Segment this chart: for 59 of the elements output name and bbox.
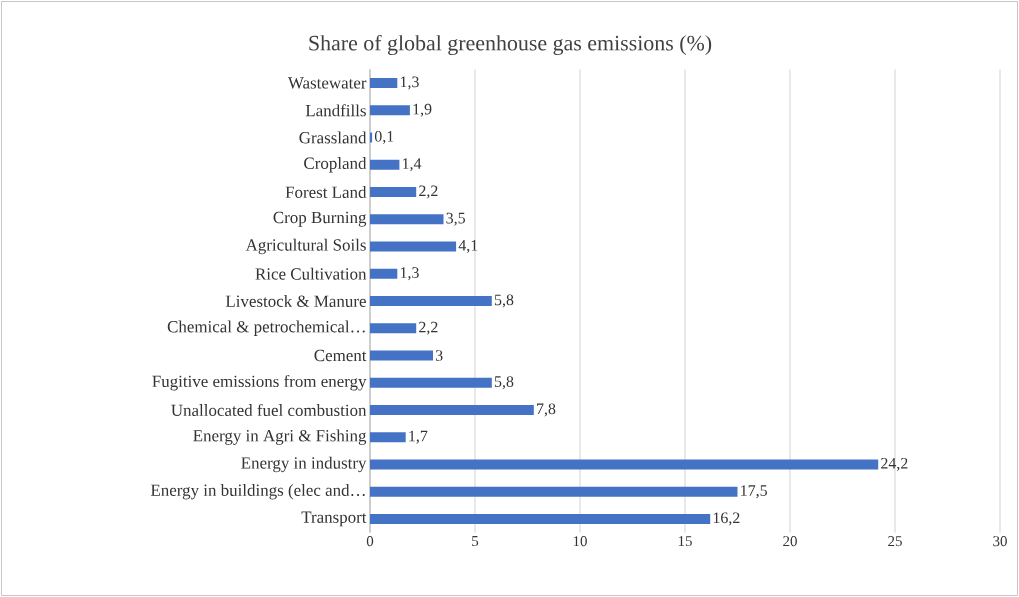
y-tick-label: Cement [314,349,367,362]
bar [370,105,410,116]
x-tick-label: 0 [366,536,374,547]
bar [370,78,398,89]
x-tick-label: 10 [573,536,587,547]
bar [370,295,492,306]
x-tick-label: 25 [888,536,902,547]
data-label: 2,2 [419,321,438,335]
data-label: 1,9 [413,103,432,117]
data-label: 7,8 [537,403,556,417]
y-tick-label: Agricultural Soils [245,238,366,255]
bar [370,377,492,388]
data-label: 2,2 [419,185,438,199]
data-label: 3,5 [446,212,466,226]
data-label: 3 [435,350,443,361]
data-label: 5,8 [494,294,514,308]
x-tick-label: 30 [993,536,1007,547]
chart-title: Share of global greenhouse gas emissions (%) [309,34,712,56]
bar [370,323,417,334]
data-label: 1,4 [403,158,422,172]
data-label: 1,7 [409,430,428,444]
y-tick-label: Cropland [304,157,367,173]
bar [370,459,879,470]
bar [370,132,373,143]
bar [370,214,444,225]
y-tick-label: Livestock & Manure [225,295,366,307]
data-label: 24,2 [881,457,908,471]
bar [370,513,711,524]
y-tick-label: Fugitive emissions from energy [152,374,367,391]
bar [370,432,406,443]
data-label: 16,2 [713,512,740,526]
data-label: 0,1 [374,130,394,145]
y-tick-label: Wastewater [287,77,367,89]
bar [370,486,738,497]
x-tick-label: 20 [783,536,797,547]
bar [370,187,417,197]
data-label: 1,3 [400,76,419,90]
y-tick-label: Energy in industry [241,456,367,473]
bar [370,404,534,415]
y-tick-label: Energy in buildings (elec and… [150,484,365,500]
y-tick-label: Forest Land [285,186,367,198]
y-tick-label: Landfills [305,104,366,117]
data-label: 17,5 [741,485,767,499]
y-tick-label: Rice Cultivation [255,267,367,280]
bar [370,159,400,170]
y-tick-label: Chemical & petrochemical… [167,320,365,336]
y-tick-label: Crop Burning [273,211,367,227]
data-label: 5,8 [494,376,514,390]
data-label: 4,1 [458,240,478,253]
bar [370,268,398,279]
bar [370,350,434,361]
x-tick-label: 15 [678,536,692,547]
data-label: 1,3 [400,267,419,281]
y-tick-label: Grassland [299,131,367,144]
y-tick-label: Energy in Agri & Fishing [193,429,367,445]
bar [370,241,457,252]
y-tick-label: Unallocated fuel combustion [171,403,367,417]
x-tick-label: 5 [472,536,479,547]
y-tick-label: Transport [301,511,367,527]
